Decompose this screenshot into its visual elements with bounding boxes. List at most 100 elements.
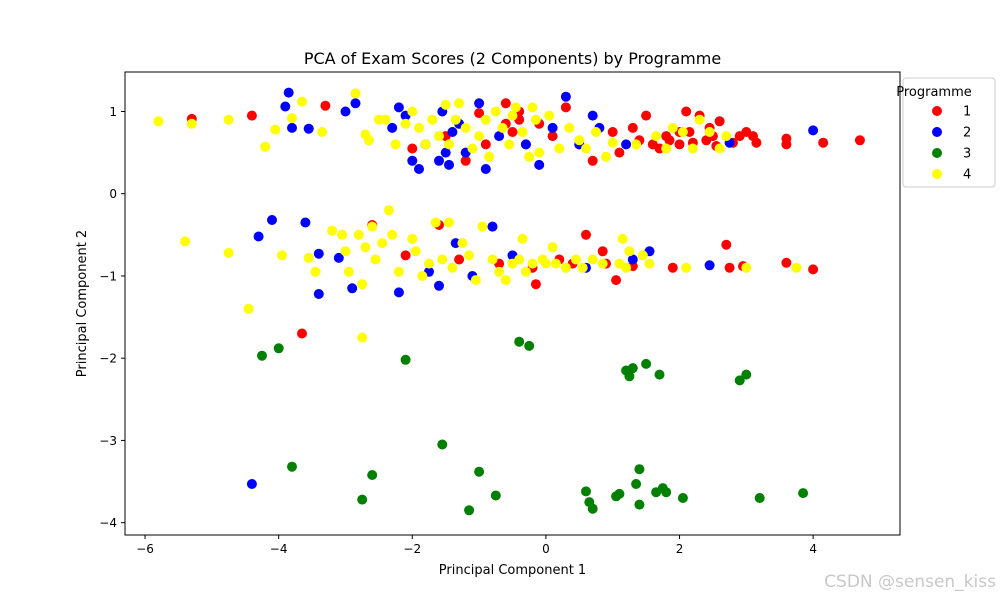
data-point-series-2 <box>534 159 545 170</box>
data-point-series-4 <box>487 254 498 265</box>
data-point-series-1 <box>664 135 675 146</box>
data-point-series-4 <box>357 279 368 290</box>
y-tick-label: −2 <box>99 352 117 366</box>
legend-label-4: 4 <box>963 168 971 183</box>
data-point-series-4 <box>340 246 351 257</box>
data-point-series-4 <box>741 262 752 273</box>
data-point-series-4 <box>694 114 705 125</box>
data-point-series-1 <box>808 264 819 275</box>
data-point-series-2 <box>808 125 819 136</box>
data-point-series-4 <box>490 106 501 117</box>
x-axis: −6 −4 −2 0 2 4 <box>136 535 817 556</box>
legend-frame <box>902 77 996 188</box>
data-point-series-2 <box>627 254 638 265</box>
data-point-series-3 <box>661 487 672 498</box>
data-point-series-1 <box>781 133 792 144</box>
data-point-series-4 <box>297 96 307 107</box>
data-point-series-2 <box>347 283 358 294</box>
y-axis: −4 −3 −2 −1 0 1 <box>99 105 125 530</box>
data-point-series-3 <box>798 488 809 499</box>
data-point-series-2 <box>287 122 297 133</box>
data-point-series-2 <box>333 252 344 263</box>
y-tick-label: 1 <box>109 105 117 119</box>
data-point-series-2 <box>434 280 444 291</box>
x-axis-label: Principal Component 1 <box>439 563 586 578</box>
data-point-series-3 <box>631 479 642 489</box>
data-point-series-4 <box>527 258 538 269</box>
data-point-series-4 <box>520 266 531 277</box>
data-point-series-4 <box>447 262 458 273</box>
data-point-series-1 <box>400 250 411 261</box>
data-point-series-3 <box>464 505 475 516</box>
data-point-series-4 <box>477 221 488 232</box>
data-point-series-4 <box>681 262 692 273</box>
data-point-series-4 <box>360 242 371 253</box>
data-point-series-4 <box>444 139 454 150</box>
data-point-series-2 <box>407 155 418 166</box>
data-point-series-4 <box>427 114 438 125</box>
data-point-series-1 <box>587 155 598 166</box>
data-point-series-1 <box>480 139 491 150</box>
data-point-series-4 <box>514 254 525 265</box>
data-point-series-4 <box>370 254 381 265</box>
x-tick-label: 2 <box>676 542 684 556</box>
data-point-series-1 <box>854 135 865 146</box>
data-point-series-4 <box>434 131 444 142</box>
data-point-series-1 <box>641 110 652 121</box>
data-point-series-3 <box>634 464 645 475</box>
data-point-series-4 <box>631 139 642 150</box>
data-point-series-4 <box>310 266 321 277</box>
data-point-series-1 <box>474 108 485 119</box>
data-point-series-2 <box>434 155 444 166</box>
data-point-series-1 <box>751 137 762 148</box>
data-point-series-4 <box>363 135 374 146</box>
data-point-series-4 <box>317 127 328 137</box>
data-point-series-3 <box>624 371 635 382</box>
data-point-series-4 <box>687 143 698 154</box>
legend-marker-2 <box>932 127 942 137</box>
data-point-series-2 <box>560 91 571 102</box>
data-point-series-4 <box>554 143 565 154</box>
data-point-series-2 <box>444 159 454 170</box>
data-point-series-4 <box>667 122 678 133</box>
data-point-series-4 <box>407 106 418 117</box>
data-point-series-4 <box>714 143 725 154</box>
data-point-series-4 <box>303 252 314 263</box>
watermark: CSDN @sensen_kiss <box>824 572 996 592</box>
data-point-series-3 <box>627 363 638 374</box>
data-point-series-4 <box>420 139 431 150</box>
data-point-series-4 <box>377 238 388 249</box>
data-point-series-1 <box>681 106 692 117</box>
data-point-series-4 <box>637 250 648 261</box>
data-point-series-2 <box>300 217 311 228</box>
data-point-series-2 <box>547 122 558 133</box>
data-point-series-4 <box>383 205 394 216</box>
plot-frame <box>124 71 901 536</box>
data-point-series-4 <box>357 332 368 343</box>
data-point-series-4 <box>597 258 608 269</box>
data-point-series-4 <box>560 262 571 273</box>
data-point-series-4 <box>530 114 541 125</box>
data-point-series-3 <box>581 486 591 497</box>
data-point-series-1 <box>781 257 792 268</box>
data-point-series-4 <box>277 250 287 261</box>
data-point-series-3 <box>741 369 752 380</box>
data-point-series-1 <box>560 102 571 113</box>
data-point-series-4 <box>617 233 628 244</box>
data-point-series-2 <box>350 98 361 109</box>
legend-marker-1 <box>932 106 942 116</box>
data-point-series-4 <box>287 113 297 124</box>
data-point-series-4 <box>537 254 548 265</box>
data-point-series-4 <box>380 114 391 125</box>
data-point-series-4 <box>450 114 461 125</box>
data-point-series-3 <box>677 493 688 503</box>
data-point-series-4 <box>517 127 528 137</box>
data-point-series-1 <box>818 137 829 148</box>
data-point-series-2 <box>587 110 598 121</box>
data-point-series-3 <box>437 439 448 450</box>
data-point-series-4 <box>223 114 234 125</box>
data-point-series-4 <box>527 102 538 113</box>
data-point-series-4 <box>223 247 234 258</box>
data-point-series-2 <box>393 287 404 298</box>
data-point-series-4 <box>547 242 558 253</box>
